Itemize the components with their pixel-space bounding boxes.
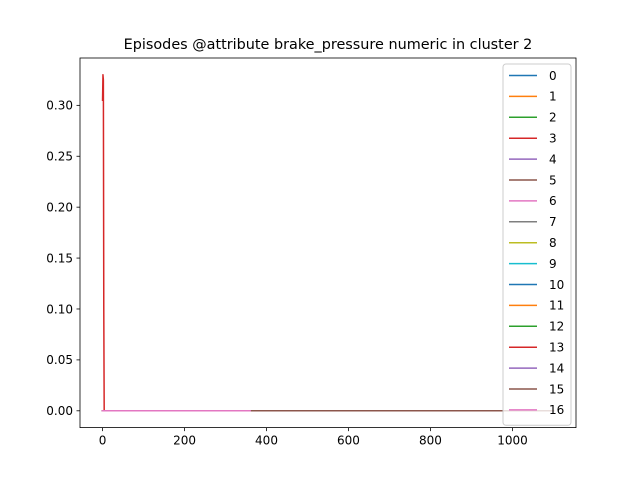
y-axis: 0.00 0.05 0.10 0.15 0.20 0.25 0.30	[46, 99, 80, 418]
plot-frame	[79, 57, 577, 429]
x-tick-label: 400	[255, 434, 278, 448]
legend-label-2: 2	[549, 111, 557, 125]
legend-label-16: 16	[549, 403, 564, 417]
legend-label-8: 8	[549, 236, 557, 250]
legend-label-11: 11	[549, 299, 564, 313]
y-tick-label: 0.25	[46, 150, 73, 164]
y-tick-label: 0.20	[46, 200, 73, 214]
y-tick-label: 0.10	[46, 302, 73, 316]
chart-title: Episodes @attribute brake_pressure numer…	[124, 37, 533, 53]
legend-label-12: 12	[549, 320, 564, 334]
x-tick-label: 800	[419, 434, 442, 448]
legend-label-14: 14	[549, 361, 564, 375]
legend-label-6: 6	[549, 194, 557, 208]
x-axis: 0 200 400 600 800 1000	[99, 427, 528, 448]
x-tick-label: 1000	[497, 434, 528, 448]
legend-label-15: 15	[549, 382, 564, 396]
legend-label-5: 5	[549, 173, 557, 187]
x-tick-label: 600	[337, 434, 360, 448]
y-tick-label: 0.15	[46, 251, 73, 265]
x-tick-label: 200	[173, 434, 196, 448]
legend-label-4: 4	[549, 152, 557, 166]
legend-label-3: 3	[549, 132, 557, 146]
legend-label-9: 9	[549, 257, 557, 271]
legend-label-0: 0	[549, 69, 557, 83]
x-tick-label: 0	[99, 434, 107, 448]
legend-label-1: 1	[549, 90, 557, 104]
legend-label-13: 13	[549, 341, 564, 355]
series-layer	[101, 74, 555, 412]
legend-box	[502, 63, 572, 426]
y-tick-label: 0.05	[46, 353, 73, 367]
y-tick-label: 0.00	[46, 404, 73, 418]
legend-label-7: 7	[549, 215, 557, 229]
legend-label-10: 10	[549, 278, 564, 292]
y-tick-label: 0.30	[46, 99, 73, 113]
